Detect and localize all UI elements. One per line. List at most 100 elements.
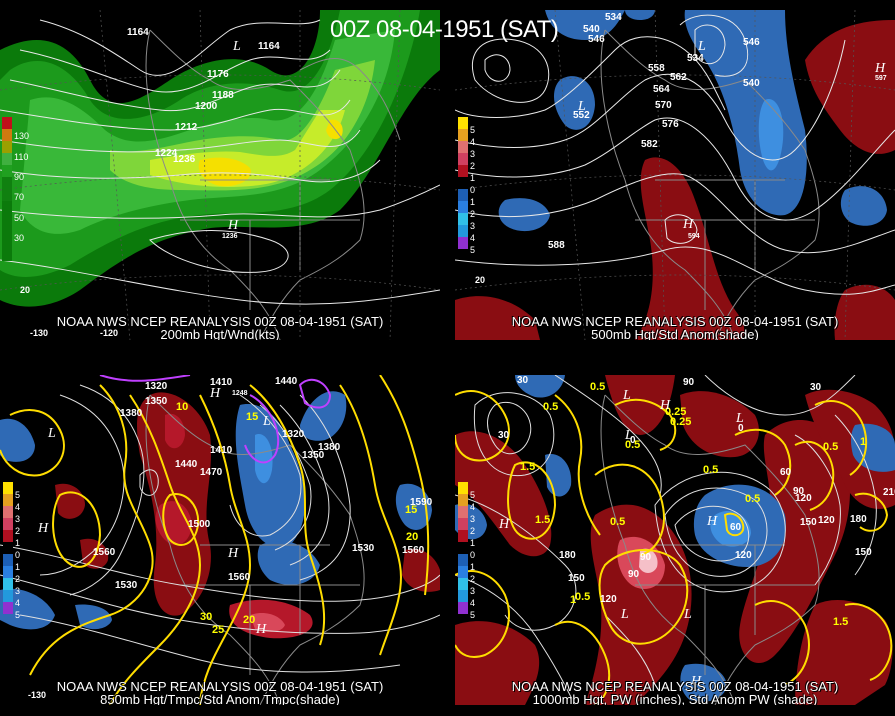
svg-text:H: H — [37, 521, 49, 536]
page-title: 00Z 08-04-1951 (SAT) — [330, 16, 559, 43]
svg-text:L: L — [624, 428, 633, 443]
legend-label: 2 — [15, 574, 21, 584]
svg-text:0.5: 0.5 — [610, 516, 625, 528]
svg-text:1212: 1212 — [175, 122, 198, 133]
svg-text:L: L — [47, 426, 56, 441]
svg-text:1.5: 1.5 — [833, 616, 848, 628]
svg-text:30: 30 — [200, 611, 212, 623]
legend-label: 0 — [470, 550, 476, 560]
svg-text:90: 90 — [628, 569, 640, 580]
svg-text:552: 552 — [573, 110, 590, 121]
svg-text:1380: 1380 — [318, 442, 341, 453]
svg-text:H: H — [498, 517, 510, 532]
svg-text:540: 540 — [743, 78, 760, 89]
caption-source: NOAA NWS NCEP REANALYSIS 00Z 08-04-1951 … — [511, 679, 839, 694]
svg-text:210: 210 — [883, 487, 895, 498]
svg-text:1440: 1440 — [175, 459, 198, 470]
legend-label: 1 — [15, 538, 21, 548]
legend-label: 2 — [470, 161, 476, 171]
svg-text:H: H — [659, 398, 671, 413]
legend-label: 4 — [15, 598, 21, 608]
svg-text:540: 540 — [583, 24, 600, 35]
svg-text:L: L — [683, 607, 692, 622]
svg-text:0.5: 0.5 — [590, 381, 605, 393]
svg-text:H: H — [255, 622, 267, 637]
legend-label: 4 — [15, 502, 21, 512]
svg-text:564: 564 — [653, 84, 670, 95]
svg-text:1380: 1380 — [120, 408, 143, 419]
legend-label: 0 — [470, 185, 476, 195]
panel-200mb: 1164 1164 1176 1188 1200 1212 1224 1236 … — [0, 10, 440, 340]
svg-text:597: 597 — [875, 75, 887, 82]
svg-text:582: 582 — [641, 139, 658, 150]
svg-text:1: 1 — [570, 594, 576, 606]
legend-label: 2 — [470, 526, 476, 536]
legend-850mb: 5 4 3 2 1 0 1 2 3 4 5 — [3, 482, 20, 620]
svg-text:H: H — [209, 386, 221, 401]
legend-200mb: 130 110 90 70 50 30 — [2, 117, 29, 261]
svg-text:20: 20 — [243, 614, 255, 626]
svg-text:0.25: 0.25 — [665, 406, 686, 418]
svg-text:-120: -120 — [100, 328, 118, 338]
legend-label: 5 — [15, 610, 21, 620]
svg-text:0.5: 0.5 — [575, 591, 590, 603]
svg-text:L: L — [735, 411, 744, 426]
map-1000mb: 30 90 90 120 150 180 150 120 90 60 30 0 … — [455, 375, 895, 705]
svg-text:1200: 1200 — [195, 101, 218, 112]
svg-text:90: 90 — [683, 377, 695, 388]
svg-text:H: H — [690, 674, 702, 689]
svg-text:1: 1 — [860, 436, 866, 448]
svg-text:L: L — [262, 414, 271, 429]
svg-text:25: 25 — [212, 624, 224, 636]
caption-field: 200mb Hgt/Wnd(kts) — [160, 327, 280, 340]
panel-1000mb: 30 90 90 120 150 180 150 120 90 60 30 0 … — [455, 375, 895, 705]
svg-text:90: 90 — [640, 552, 652, 563]
legend-label: 1 — [470, 173, 476, 183]
caption-source: NOAA NWS NCEP REANALYSIS 00Z 08-04-1951 … — [511, 314, 839, 329]
svg-text:562: 562 — [670, 72, 687, 83]
svg-text:1248: 1248 — [232, 390, 248, 397]
map-850mb: 1320 1350 1380 1410 1440 1470 1500 1530 … — [0, 375, 440, 705]
legend-label: 5 — [470, 610, 476, 620]
svg-text:L: L — [622, 388, 631, 403]
svg-text:H: H — [682, 217, 694, 232]
svg-text:10: 10 — [176, 401, 188, 413]
svg-text:570: 570 — [655, 100, 672, 111]
legend-1000mb: 5 4 3 2 1 0 1 2 3 4 5 — [458, 482, 475, 620]
svg-text:534: 534 — [687, 53, 704, 64]
legend-label: 4 — [470, 502, 476, 512]
svg-text:30: 30 — [517, 375, 529, 386]
svg-text:15: 15 — [246, 411, 258, 423]
legend-label: 1 — [470, 562, 476, 572]
svg-text:30: 30 — [810, 382, 822, 393]
caption-field: 500mb Hgt/Std Anom(shade) — [591, 327, 759, 340]
svg-text:L: L — [577, 99, 586, 114]
svg-text:1320: 1320 — [145, 381, 168, 392]
legend-label: 1 — [470, 538, 476, 548]
caption-source: NOAA NWS NCEP REANALYSIS 00Z 08-04-1951 … — [56, 314, 384, 329]
svg-text:1350: 1350 — [145, 396, 168, 407]
svg-text:90: 90 — [793, 486, 805, 497]
svg-text:594: 594 — [688, 233, 700, 240]
svg-text:120: 120 — [600, 594, 617, 605]
svg-text:180: 180 — [850, 514, 867, 525]
legend-label: 1 — [470, 197, 476, 207]
caption-field: 1000mb Hgt, PW (inches), Std Anom PW (sh… — [532, 692, 818, 705]
legend-label: 3 — [15, 514, 21, 524]
svg-text:1.5: 1.5 — [535, 514, 550, 526]
legend-label: 30 — [14, 233, 25, 243]
svg-text:1590: 1590 — [410, 497, 433, 508]
svg-text:L: L — [232, 39, 241, 54]
svg-text:1440: 1440 — [275, 376, 298, 387]
legend-500mb: 5 4 3 2 1 0 1 2 3 4 5 — [458, 117, 475, 255]
panel-850mb: 1320 1350 1380 1410 1440 1470 1500 1530 … — [0, 375, 440, 705]
svg-text:120: 120 — [795, 493, 812, 504]
svg-text:0.25: 0.25 — [670, 416, 691, 428]
svg-text:546: 546 — [743, 37, 760, 48]
svg-text:558: 558 — [648, 63, 665, 74]
svg-text:1236: 1236 — [173, 154, 196, 165]
svg-text:1320: 1320 — [282, 429, 305, 440]
svg-text:1410: 1410 — [210, 377, 233, 388]
svg-text:576: 576 — [662, 119, 679, 130]
svg-text:L: L — [697, 39, 706, 54]
